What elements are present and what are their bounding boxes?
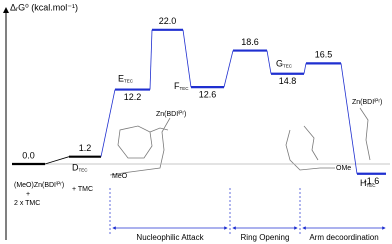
species-name: G xyxy=(276,59,283,69)
annotation: MeO xyxy=(112,173,128,180)
species-label: DTEC xyxy=(72,163,88,173)
value-label: 18.6 xyxy=(241,37,259,47)
stage-label: Ring Opening xyxy=(241,233,290,242)
value-label: 12.2 xyxy=(124,92,142,102)
value-label: 16.5 xyxy=(315,50,333,60)
species-subscript: TEC xyxy=(124,79,134,84)
species-subscript: TEC xyxy=(180,86,190,91)
annotation: + TMC xyxy=(72,186,93,193)
species-name: F xyxy=(174,82,180,92)
connector xyxy=(340,63,358,174)
y-axis-label: ΔᵣG⁰ (kcal.mol⁻¹) xyxy=(10,2,78,12)
molecule-sketches xyxy=(109,107,371,176)
species-name: H xyxy=(360,178,367,188)
value-label: -1.6 xyxy=(364,176,380,186)
species-label: ETEC xyxy=(118,74,134,84)
species-name: E xyxy=(118,74,124,84)
annotation: + xyxy=(26,191,30,198)
value-label: 22.0 xyxy=(159,16,177,26)
connector xyxy=(223,50,234,88)
value-label: 14.8 xyxy=(279,76,297,86)
connector xyxy=(303,63,307,74)
connector xyxy=(149,29,153,90)
species-label: HTEC xyxy=(360,178,376,188)
species-name: D xyxy=(72,163,79,173)
species-subscript: TEC xyxy=(79,168,89,173)
connector xyxy=(100,89,116,157)
value-label: 12.6 xyxy=(199,90,217,100)
species-label: GTEC xyxy=(276,59,293,69)
annotation: Zn(BDIⁱᴾʳ) xyxy=(156,110,186,118)
annotation: 2 x TMC xyxy=(14,200,40,207)
stage-label: Nucleophilic Attack xyxy=(136,233,204,242)
annotation: OMe xyxy=(336,165,351,172)
connector xyxy=(182,29,192,88)
connector xyxy=(266,50,272,74)
value-label: 0.0 xyxy=(22,150,35,160)
stage-label: Arm decoordination xyxy=(309,233,378,242)
value-label: 1.2 xyxy=(79,143,92,153)
annotation: (MeO)Zn(BDIⁱᴾʳ) xyxy=(14,181,64,189)
species-subscript: TEC xyxy=(283,64,293,69)
annotation: Zn(BDIⁱᴾʳ) xyxy=(352,98,382,106)
species-label: FTEC xyxy=(174,82,189,92)
connector xyxy=(44,156,70,165)
species-subscript: TEC xyxy=(367,183,377,188)
